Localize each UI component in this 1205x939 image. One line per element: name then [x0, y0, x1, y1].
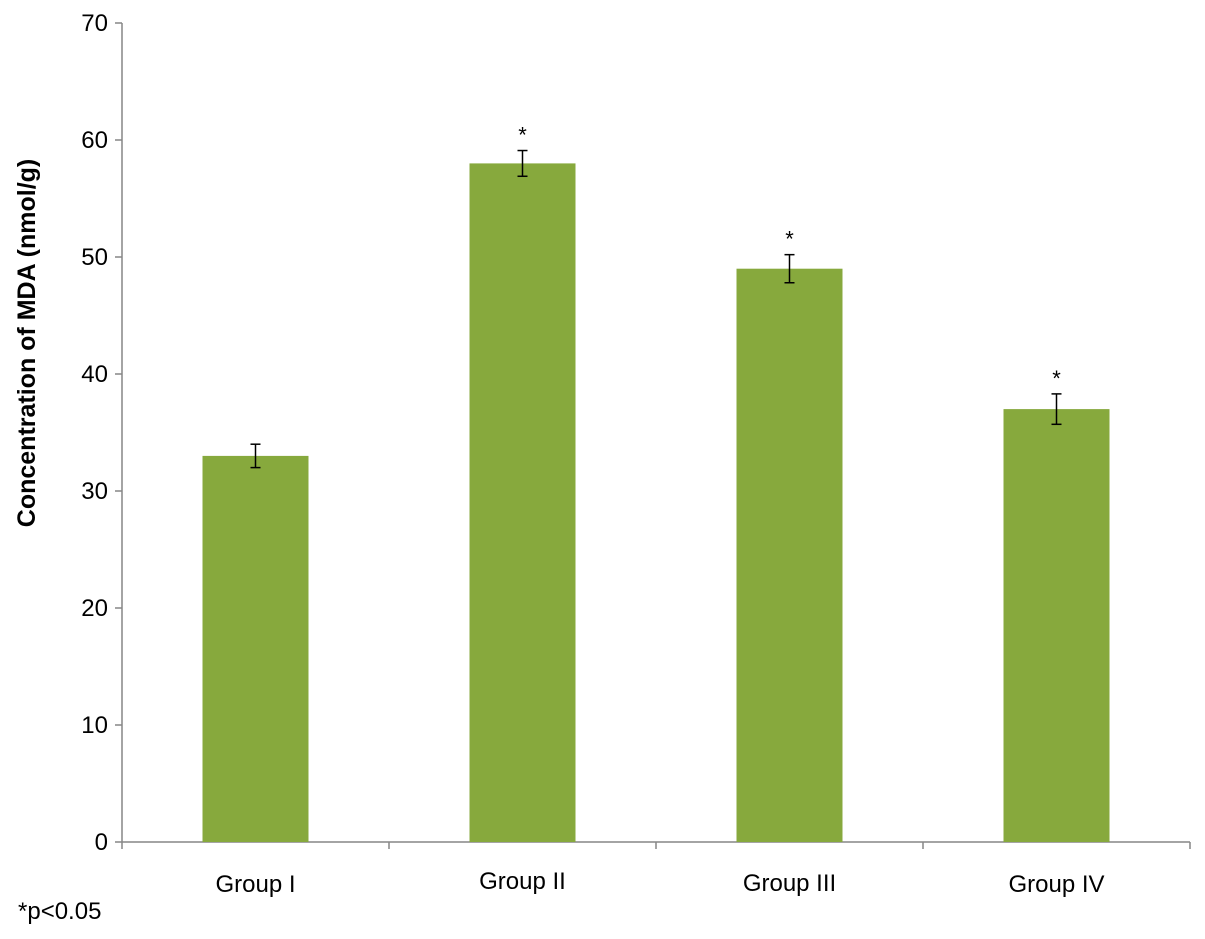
x-category-label: Group I — [215, 871, 295, 898]
y-tick-label: 50 — [81, 244, 108, 271]
x-category-label: Group IV — [1008, 871, 1104, 898]
y-tick-label: 10 — [81, 712, 108, 739]
y-tick-label: 0 — [95, 829, 108, 856]
y-tick-label: 60 — [81, 127, 108, 154]
x-axis: Group I Group II Group III Group IV — [121, 841, 1191, 898]
significance-markers: * * * — [518, 123, 1061, 391]
y-tick-label: 20 — [81, 595, 108, 622]
bar — [469, 163, 576, 842]
y-axis-label: Concentration of MDA (nmol/g) — [13, 159, 41, 527]
y-axis: 0 10 20 30 40 50 60 70 — [81, 10, 123, 856]
y-tick-label: 70 — [81, 10, 108, 37]
error-bars — [250, 149, 1062, 469]
x-category-label: Group II — [479, 868, 566, 895]
y-tick-label: 30 — [81, 478, 108, 505]
significance-asterisk: * — [1052, 366, 1061, 391]
significance-asterisk: * — [785, 227, 794, 252]
x-category-label: Group III — [743, 870, 836, 897]
footnote: *p<0.05 — [18, 898, 101, 925]
y-tick-label: 40 — [81, 361, 108, 388]
bar — [202, 455, 309, 842]
bar — [736, 268, 843, 842]
bars — [202, 163, 1110, 842]
bar — [1003, 409, 1110, 842]
significance-asterisk: * — [518, 123, 527, 148]
